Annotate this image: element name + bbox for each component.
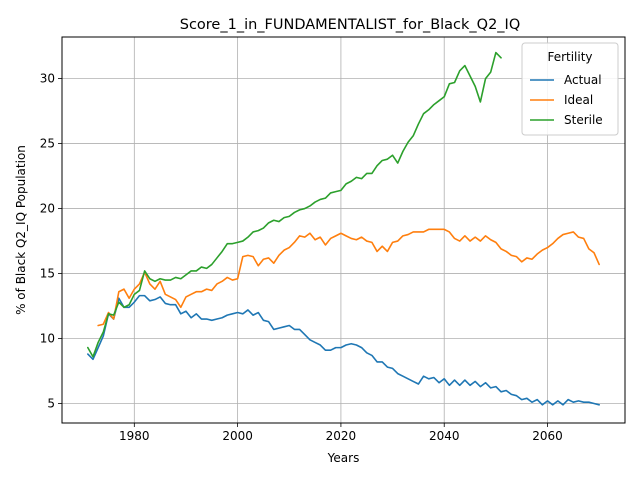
x-tick-label: 2060 <box>532 429 563 443</box>
legend: Fertility Actual Ideal Sterile <box>521 42 619 136</box>
plot-frame <box>61 36 626 424</box>
y-tick-label: 10 <box>40 332 55 346</box>
y-axis-label: % of Black Q2_IQ Population <box>14 145 28 315</box>
y-tick-label: 5 <box>47 397 55 411</box>
x-axis-label: Years <box>327 451 360 465</box>
legend-label-ideal: Ideal <box>564 93 593 107</box>
grid <box>62 37 625 423</box>
y-tick-label: 25 <box>40 137 55 151</box>
series-line-actual <box>87 294 600 406</box>
legend-title: Fertility <box>547 50 592 64</box>
y-tick-label: 15 <box>40 267 55 281</box>
legend-box <box>521 42 619 136</box>
y-tick-label: 30 <box>40 72 55 86</box>
x-axis-ticks: 1980 2000 2020 2040 2060 <box>119 423 563 443</box>
series-line-ideal <box>97 228 600 327</box>
x-tick-label: 1980 <box>119 429 150 443</box>
y-axis-ticks: 5 10 15 20 25 30 <box>40 72 62 411</box>
legend-label-actual: Actual <box>564 73 602 87</box>
chart-title: Score_1_in_FUNDAMENTALIST_for_Black_Q2_I… <box>180 17 521 33</box>
y-tick-label: 20 <box>40 202 55 216</box>
x-tick-label: 2000 <box>222 429 253 443</box>
legend-label-sterile: Sterile <box>564 113 603 127</box>
series-line-sterile <box>87 51 502 358</box>
x-tick-label: 2040 <box>429 429 460 443</box>
series-lines <box>87 51 600 406</box>
x-tick-label: 2020 <box>326 429 357 443</box>
